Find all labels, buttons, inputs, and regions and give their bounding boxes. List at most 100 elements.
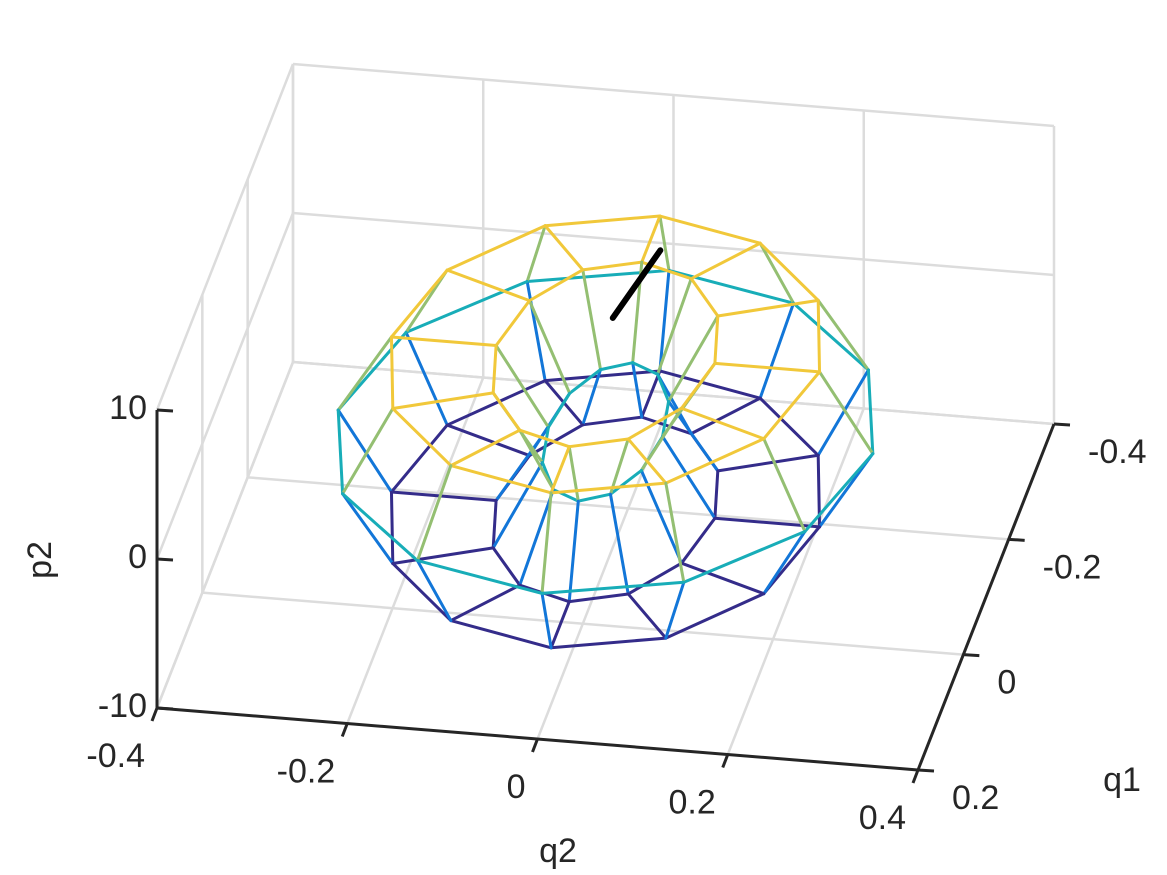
tick-mark xyxy=(340,722,349,738)
surface-edge xyxy=(389,490,498,502)
surface-edge xyxy=(680,361,717,410)
surface-edge xyxy=(389,490,395,565)
surface-edge xyxy=(664,580,686,640)
surface-edge xyxy=(667,268,796,305)
grid-line xyxy=(726,408,865,755)
y-tick-label: -0.2 xyxy=(1043,548,1102,586)
surface-edge xyxy=(567,437,630,449)
surface-edge xyxy=(336,408,345,496)
surface-edge xyxy=(631,361,644,419)
surface-edge xyxy=(631,361,660,376)
z-tick-label: -10 xyxy=(98,687,147,725)
z-axis-label: p2 xyxy=(21,541,59,579)
surface-edge xyxy=(626,437,668,485)
surface-edge xyxy=(567,592,630,604)
grid-line xyxy=(346,377,485,724)
surface-edge xyxy=(543,214,662,228)
tick-mark xyxy=(156,706,174,711)
surface-edge xyxy=(341,492,419,563)
surface-edge xyxy=(543,224,585,272)
surface-edge xyxy=(389,335,498,348)
surface-edge xyxy=(389,268,449,339)
surface-edge xyxy=(713,314,720,365)
surface-edge xyxy=(689,277,720,318)
surface-edge xyxy=(525,224,547,283)
surface-edge xyxy=(664,437,766,485)
surface-edge xyxy=(608,437,630,496)
grid-line xyxy=(155,212,295,560)
surface-edge xyxy=(656,277,693,376)
surface-edge xyxy=(567,445,580,503)
surface-edge xyxy=(391,407,453,468)
x-tick-label: 0.2 xyxy=(668,783,715,821)
tick-mark xyxy=(721,753,730,769)
surface-edge xyxy=(762,525,822,596)
surface-edge xyxy=(549,636,668,650)
grid-line xyxy=(292,62,1055,128)
surface-edge xyxy=(689,241,762,281)
y-tick-label: 0.2 xyxy=(952,779,999,817)
grid-line xyxy=(155,361,295,709)
surface-edge xyxy=(658,214,671,272)
surface-edge xyxy=(713,469,720,520)
tick-mark xyxy=(963,653,980,658)
surface-edge xyxy=(758,241,820,302)
surface-edge xyxy=(758,396,820,457)
surface-edge xyxy=(491,344,498,395)
surface-edge xyxy=(581,368,603,427)
surface-edge xyxy=(389,335,395,411)
surface-edge xyxy=(762,529,807,596)
tick-mark xyxy=(1053,422,1071,427)
surface-edge xyxy=(415,559,453,623)
x-tick-label: -0.2 xyxy=(277,752,336,790)
surface-edge xyxy=(341,492,395,565)
surface-edge xyxy=(866,368,875,456)
x-tick-label: 0.4 xyxy=(859,799,906,837)
surface-edge xyxy=(527,299,572,395)
surface-edge xyxy=(491,391,522,432)
surface-edge xyxy=(640,214,662,264)
surface-edge xyxy=(762,437,807,533)
tick-mark xyxy=(911,769,920,784)
x-tick-label: -0.4 xyxy=(86,737,145,775)
surface-edge xyxy=(568,368,603,395)
surface-edge xyxy=(445,224,547,272)
surface-edge xyxy=(626,561,684,596)
y-tick-label: 0 xyxy=(997,664,1016,702)
surface-edge xyxy=(581,260,644,272)
surface-edge xyxy=(682,529,807,584)
surface-edge xyxy=(716,453,820,473)
surface-edge xyxy=(449,619,553,650)
surface-edge xyxy=(391,391,495,411)
surface-edge xyxy=(658,268,671,373)
tick-mark xyxy=(156,408,174,413)
surface-edge xyxy=(445,268,531,303)
tick-mark xyxy=(156,557,174,562)
surface-edge xyxy=(689,396,762,436)
trajectory xyxy=(609,247,664,321)
surface-edge xyxy=(389,423,449,494)
surface-edge xyxy=(658,369,762,400)
axis-line xyxy=(916,423,1056,771)
surface-edge xyxy=(640,369,662,419)
surface-edge xyxy=(608,492,630,596)
surface-edge xyxy=(415,464,453,563)
x-axis-label: q2 xyxy=(539,832,577,870)
surface-edge xyxy=(494,299,531,348)
surface-edge xyxy=(341,407,395,496)
tick-mark xyxy=(1008,537,1025,542)
surface-edge xyxy=(336,408,393,494)
surface-edge xyxy=(391,546,495,565)
tick-mark xyxy=(531,738,539,753)
surface-edge xyxy=(680,561,766,596)
y-axis-label: q1 xyxy=(1103,761,1141,799)
surface-edge xyxy=(792,301,870,372)
surface-edge xyxy=(758,301,796,400)
surface-edge xyxy=(445,379,547,427)
surface-edge xyxy=(599,361,635,372)
surface-edge xyxy=(816,298,822,374)
surface-edge xyxy=(527,268,585,303)
surface-edge xyxy=(449,464,553,495)
surface-edge xyxy=(540,591,553,650)
x-tick-label: 0 xyxy=(507,768,526,806)
